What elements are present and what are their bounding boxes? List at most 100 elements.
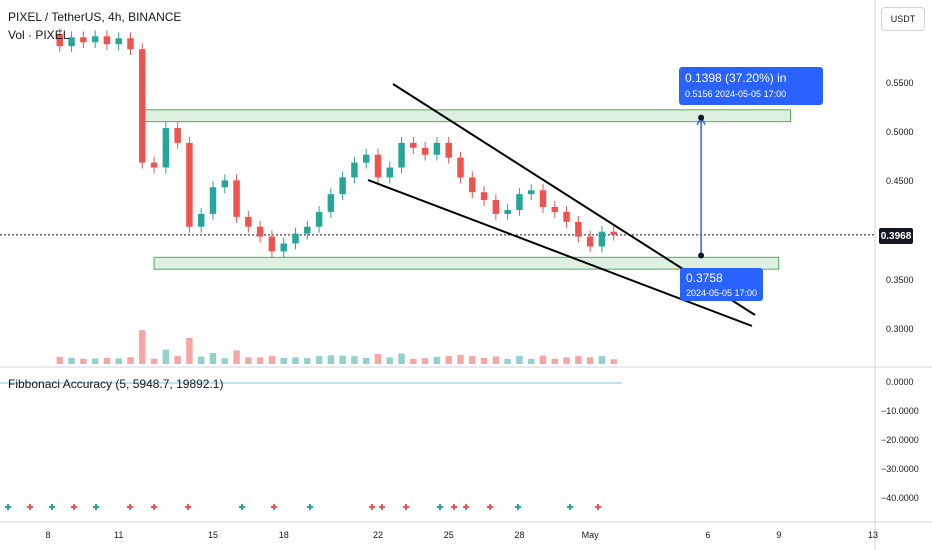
volume-bar	[186, 337, 193, 364]
candle-body	[304, 226, 311, 234]
candle-body	[162, 128, 170, 168]
fib-indicator	[0, 382, 622, 510]
time-tick-label: 22	[372, 530, 384, 540]
volume-bar	[527, 358, 535, 364]
volume-bar	[56, 356, 64, 364]
candle-body	[610, 231, 617, 235]
candles	[56, 28, 617, 258]
signal-cross	[239, 504, 245, 510]
candle-body	[410, 142, 417, 148]
volume-bar	[245, 357, 252, 364]
signal-cross	[127, 504, 133, 510]
measure-bottom-point	[698, 252, 705, 259]
candle-body	[516, 194, 523, 210]
target-change-text: 0.1398 (37.20%) in	[685, 71, 787, 85]
candle-body	[256, 226, 264, 237]
volume-bar	[610, 359, 617, 364]
currency-button[interactable]: USDT	[881, 7, 925, 31]
time-tick-label: 13	[867, 530, 879, 540]
signal-cross	[515, 504, 521, 510]
signal-cross	[151, 504, 157, 510]
time-tick-label: 9	[776, 530, 782, 540]
volume-bar	[91, 358, 99, 364]
volume-bar	[327, 355, 335, 364]
candle-body	[527, 190, 535, 195]
time-tick-label: 11	[114, 530, 124, 540]
candle-body	[598, 231, 606, 247]
candle-body	[197, 213, 205, 227]
signal-cross	[451, 504, 457, 510]
signal-cross	[487, 504, 493, 510]
volume-bar	[304, 358, 311, 364]
measure-top-point	[698, 114, 705, 121]
price-zone	[141, 109, 792, 123]
volume-label: Vol · PIXEL	[8, 28, 70, 42]
base-measure-box: 0.3758 2024-05-05 17:00	[680, 268, 763, 301]
candle-body	[233, 180, 240, 217]
volume-bar	[256, 357, 264, 364]
signal-cross	[71, 504, 77, 510]
current-price-tag: 0.3968	[879, 228, 913, 244]
candle-body	[292, 233, 299, 244]
volume-bar	[480, 357, 488, 364]
volume-bar	[445, 356, 452, 364]
signal-cross	[5, 504, 11, 510]
candle-body	[174, 128, 181, 143]
volume-bar	[292, 357, 299, 364]
base-date-text: 2024-05-05 17:00	[686, 288, 758, 298]
candle-body	[575, 221, 582, 237]
volume-bar	[421, 358, 429, 364]
volume-bar	[351, 356, 358, 364]
candle-body	[221, 180, 229, 188]
base-price-text: 0.3758	[686, 271, 723, 285]
signal-cross	[271, 504, 277, 510]
candle-body	[68, 37, 75, 47]
time-tick-label: 28	[514, 530, 525, 540]
volume-bar	[150, 358, 158, 364]
candle-body	[386, 167, 394, 178]
time-tick-label: May	[581, 530, 599, 540]
candle-body	[150, 162, 158, 168]
volume-bar	[162, 349, 170, 364]
lower-trendline	[367, 179, 753, 327]
candle-body	[480, 192, 488, 201]
indicator-tick-label: −20.0000	[881, 435, 919, 445]
volume-bar	[504, 358, 511, 364]
candle-body	[362, 154, 370, 163]
volume-bar	[280, 357, 287, 364]
volume-bar	[469, 356, 476, 364]
volume-bar	[103, 357, 111, 364]
candle-body	[91, 36, 99, 43]
price-tick-label: 0.3000	[886, 324, 914, 335]
volume-bar	[410, 358, 417, 364]
candle-body	[504, 209, 511, 214]
candle-body	[127, 38, 134, 50]
signal-cross	[369, 504, 375, 510]
signal-cross	[93, 504, 99, 510]
price-tick-label: 0.3500	[886, 275, 914, 285]
indicator-tick-label: −40.0000	[881, 493, 919, 503]
signal-cross	[437, 504, 443, 510]
candle-body	[115, 38, 122, 45]
candle-body	[433, 142, 441, 155]
indicator-label: Fibbonaci Accuracy (5, 5948.7, 19892.1)	[8, 377, 224, 391]
price-tick-label: 0.5500	[886, 77, 914, 88]
candle-body	[245, 216, 252, 227]
signal-cross	[307, 504, 313, 510]
volume-bar	[598, 356, 606, 364]
time-tick-label: 18	[278, 530, 289, 540]
volume-bar	[80, 358, 87, 364]
target-price-date: 0.5156 2024-05-05 17:00	[685, 89, 787, 99]
candle-body	[327, 194, 335, 212]
volume-bar	[433, 356, 441, 364]
volume-bar	[539, 355, 547, 364]
candle-body	[374, 154, 382, 178]
volume-bar	[563, 357, 570, 364]
chart-title: PIXEL / TetherUS, 4h, BINANCE	[8, 10, 182, 24]
candle-body	[586, 236, 594, 247]
candle-body	[280, 243, 287, 252]
candle-body	[186, 142, 193, 227]
candle-body	[457, 157, 464, 178]
candle-body	[445, 142, 452, 158]
